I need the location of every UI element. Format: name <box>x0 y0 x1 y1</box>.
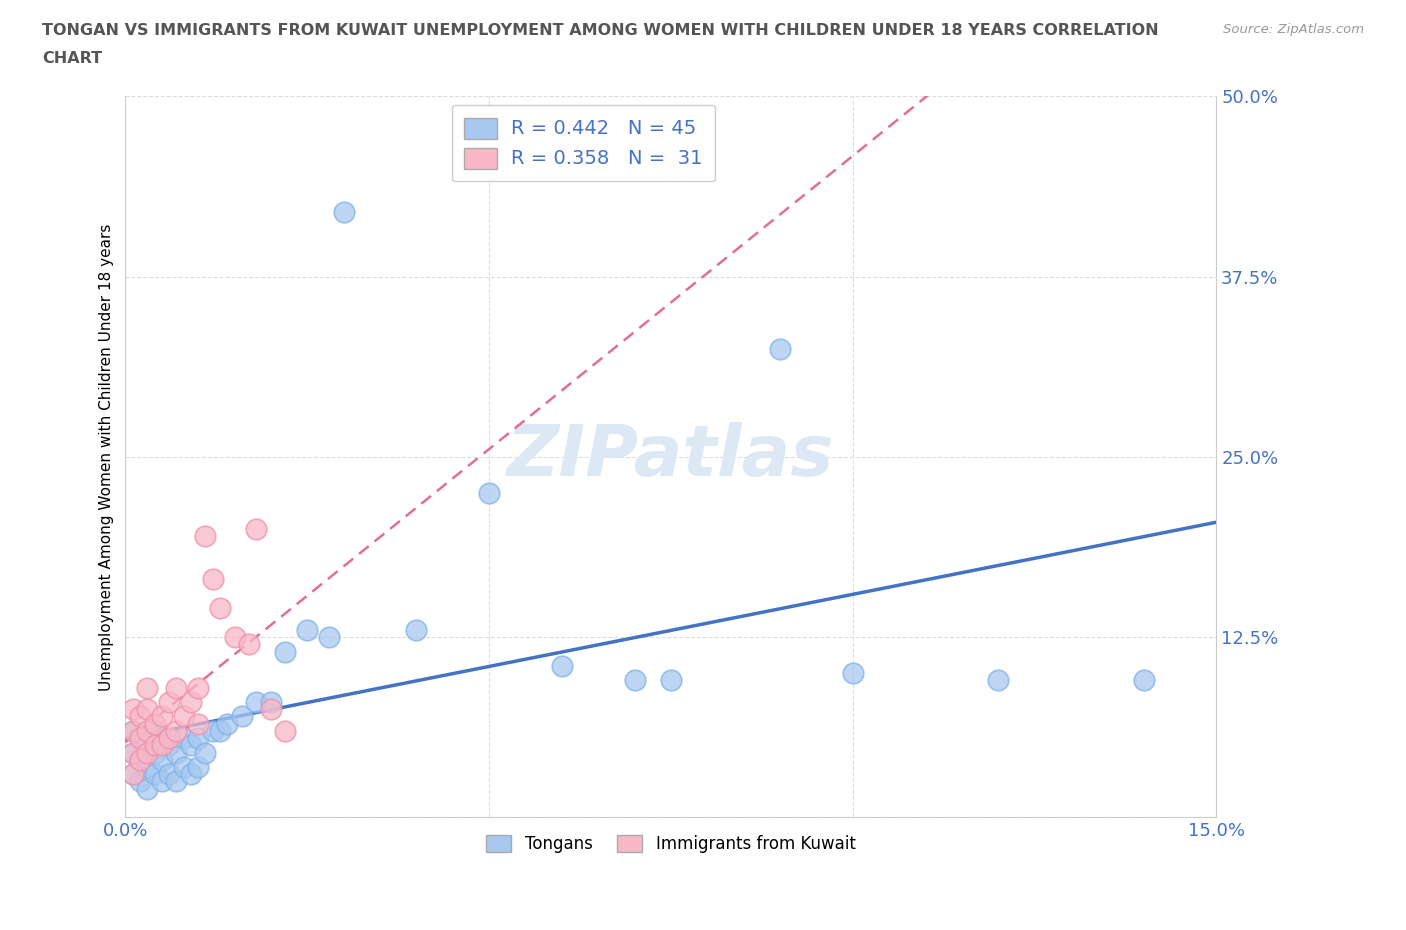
Point <box>136 737 159 752</box>
Point <box>201 572 224 587</box>
Point <box>987 673 1010 688</box>
Point <box>143 745 166 760</box>
Point <box>121 745 143 760</box>
Point <box>180 695 202 710</box>
Point <box>623 673 645 688</box>
Point <box>260 695 283 710</box>
Point <box>121 766 143 781</box>
Point <box>260 702 283 717</box>
Text: CHART: CHART <box>42 51 103 66</box>
Point <box>150 774 173 789</box>
Point <box>129 731 152 746</box>
Point <box>150 752 173 767</box>
Point <box>136 760 159 775</box>
Point <box>129 774 152 789</box>
Point <box>245 695 267 710</box>
Point <box>769 341 792 356</box>
Point <box>165 745 187 760</box>
Point <box>165 774 187 789</box>
Point <box>136 745 159 760</box>
Point <box>245 522 267 537</box>
Point <box>201 724 224 738</box>
Point <box>136 680 159 695</box>
Point <box>405 622 427 637</box>
Point <box>274 724 297 738</box>
Point <box>136 702 159 717</box>
Point <box>121 702 143 717</box>
Point <box>208 601 231 616</box>
Point <box>659 673 682 688</box>
Point <box>187 760 209 775</box>
Point <box>165 680 187 695</box>
Text: ZIPatlas: ZIPatlas <box>508 422 835 491</box>
Point <box>180 737 202 752</box>
Text: TONGAN VS IMMIGRANTS FROM KUWAIT UNEMPLOYMENT AMONG WOMEN WITH CHILDREN UNDER 18: TONGAN VS IMMIGRANTS FROM KUWAIT UNEMPLO… <box>42 23 1159 38</box>
Point <box>194 745 217 760</box>
Point <box>129 752 152 767</box>
Point <box>129 731 152 746</box>
Point <box>208 724 231 738</box>
Point <box>187 716 209 731</box>
Point <box>150 737 173 752</box>
Point <box>136 724 159 738</box>
Point <box>157 766 180 781</box>
Point <box>274 644 297 659</box>
Point <box>173 731 195 746</box>
Point <box>231 709 253 724</box>
Point <box>478 485 501 500</box>
Point <box>173 709 195 724</box>
Point <box>121 724 143 738</box>
Point <box>143 766 166 781</box>
Point <box>224 630 246 644</box>
Legend: Tongans, Immigrants from Kuwait: Tongans, Immigrants from Kuwait <box>479 828 862 859</box>
Point <box>157 695 180 710</box>
Point <box>157 731 180 746</box>
Point <box>194 529 217 544</box>
Point <box>165 724 187 738</box>
Point <box>318 630 340 644</box>
Point <box>129 752 152 767</box>
Point <box>157 737 180 752</box>
Point <box>297 622 319 637</box>
Point <box>121 766 143 781</box>
Point <box>180 766 202 781</box>
Point <box>187 680 209 695</box>
Y-axis label: Unemployment Among Women with Children Under 18 years: Unemployment Among Women with Children U… <box>100 223 114 691</box>
Point <box>841 666 863 681</box>
Point <box>150 731 173 746</box>
Point <box>121 724 143 738</box>
Point <box>1132 673 1154 688</box>
Point <box>143 737 166 752</box>
Point <box>187 731 209 746</box>
Point <box>217 716 239 731</box>
Point <box>136 781 159 796</box>
Point <box>332 205 354 219</box>
Point <box>551 658 574 673</box>
Point <box>143 724 166 738</box>
Point <box>143 716 166 731</box>
Text: Source: ZipAtlas.com: Source: ZipAtlas.com <box>1223 23 1364 36</box>
Point <box>129 709 152 724</box>
Point <box>150 709 173 724</box>
Point <box>173 760 195 775</box>
Point <box>121 745 143 760</box>
Point <box>238 637 260 652</box>
